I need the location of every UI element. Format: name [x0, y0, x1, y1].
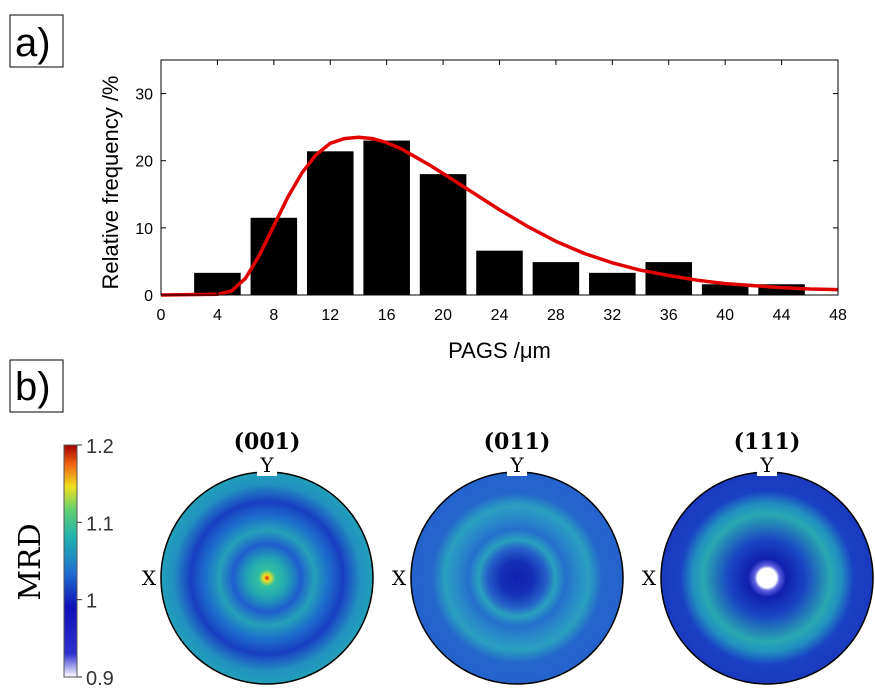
colorbar-gradient	[63, 444, 78, 678]
x-tick-label: 8	[269, 307, 278, 324]
pole-figure-title: (011)	[484, 429, 551, 455]
y-axis-title: Relative frequency /%	[98, 76, 123, 290]
colorbar: 1.2 1.1 1 0.9 MRD	[13, 436, 114, 690]
x-axis-ticks: 0 4 8 12 16 20 24 28 32 36 40 44 48	[157, 60, 847, 324]
panel-b-label: b)	[15, 365, 51, 409]
panel-a-label-box	[9, 14, 64, 68]
pole-figures: YX(001)YX(011)YX(111)	[139, 429, 874, 685]
x-label-box	[139, 566, 159, 590]
pole-figure-disc	[160, 471, 374, 685]
colorbar-tick-label: 1	[86, 591, 97, 613]
histogram-bar	[194, 272, 241, 295]
histogram-bar	[758, 284, 805, 295]
x-label-box	[389, 566, 409, 590]
x-tick-label: 24	[491, 307, 509, 324]
x-label-box	[639, 566, 659, 590]
pole-figure-disc	[660, 471, 874, 685]
pole-figure-x-label: X	[642, 566, 657, 590]
histogram-bar	[701, 284, 749, 295]
panel-b-label-box	[9, 359, 64, 413]
colorbar-title: MRD	[13, 523, 48, 600]
pole-figure-y-label: Y	[509, 453, 524, 477]
x-tick-label: 36	[660, 307, 678, 324]
x-tick-label: 28	[547, 307, 565, 324]
panel-a-label: a)	[15, 21, 51, 65]
colorbar-ticks: 1.2 1.1 1 0.9	[77, 436, 114, 690]
pole-figure-y-label: Y	[259, 453, 274, 477]
x-tick-label: 20	[434, 307, 452, 324]
colorbar-tick-label: 1.2	[86, 436, 114, 458]
pole-figure: Y X (011)	[389, 429, 624, 685]
pole-figure-title: (001)	[234, 429, 301, 455]
x-tick-label: 4	[213, 307, 222, 324]
y-label-box	[257, 454, 277, 476]
histogram-bar	[476, 250, 523, 295]
x-axis-title: PAGS /μm	[448, 338, 551, 363]
y-axis-ticks: 0 10 20 30	[135, 87, 838, 305]
y-tick-label: 0	[144, 288, 153, 305]
histogram-bar	[532, 262, 580, 295]
x-tick-label: 44	[773, 307, 791, 324]
pole-figure-y-label: Y	[759, 453, 774, 477]
histogram-bar	[363, 140, 410, 295]
fit-curve	[160, 135, 839, 297]
histogram-bar	[419, 174, 467, 295]
pole-figure-x-label: X	[392, 566, 407, 590]
y-tick-label: 30	[135, 87, 153, 104]
y-label-box	[507, 454, 527, 476]
pole-figure-disc	[410, 471, 624, 685]
pole-figure-title: (111)	[734, 429, 801, 455]
colorbar-tick-label: 0.9	[86, 668, 114, 690]
histogram-bar	[306, 151, 354, 295]
x-tick-label: 48	[829, 307, 847, 324]
y-tick-label: 10	[135, 221, 153, 238]
y-label-box	[757, 454, 777, 476]
y-tick-label: 20	[135, 154, 153, 171]
colorbar-tick-label: 1.1	[86, 513, 114, 535]
x-tick-label: 0	[157, 307, 166, 324]
pole-figure: Y X (111)	[639, 429, 874, 685]
x-tick-label: 12	[321, 307, 339, 324]
pole-figure-x-label: X	[142, 566, 157, 590]
histogram-bars	[194, 140, 805, 295]
x-tick-label: 16	[378, 307, 396, 324]
pole-figure: Y X (001)	[139, 429, 374, 685]
x-tick-label: 40	[716, 307, 734, 324]
histogram-bar	[589, 272, 636, 295]
x-tick-label: 32	[603, 307, 621, 324]
